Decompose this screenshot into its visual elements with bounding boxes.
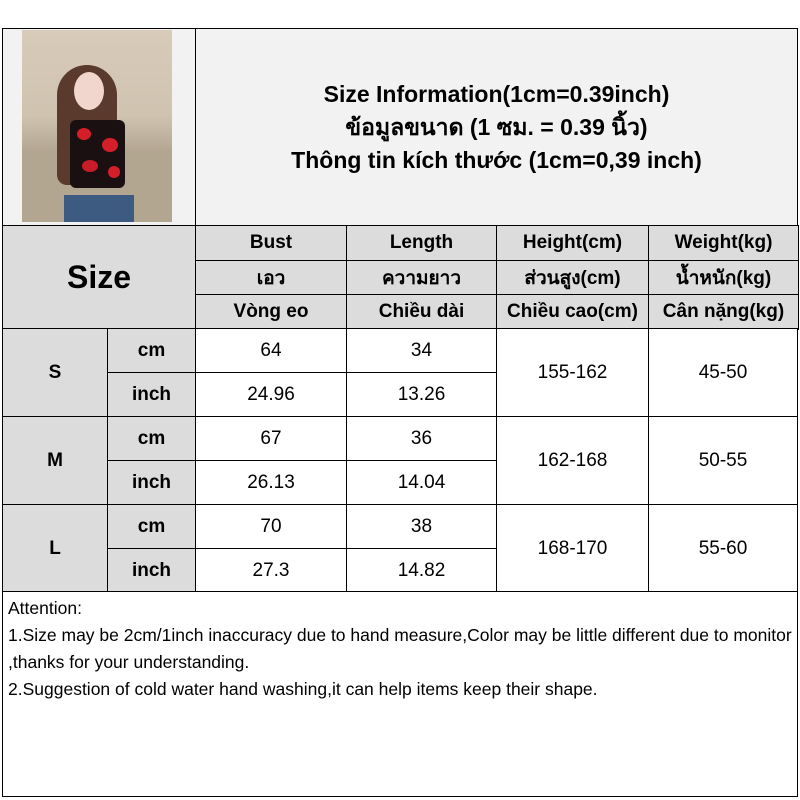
unit-label-cm: cm bbox=[107, 328, 196, 373]
size-information-title: Size Information(1cm=0.39inch) ข้อมูลขนา… bbox=[195, 28, 798, 226]
size-header: Size bbox=[2, 225, 196, 329]
column-header-vietnamese: Chiều dài bbox=[346, 294, 497, 330]
attention-note-2: 2.Suggestion of cold water hand washing,… bbox=[8, 679, 598, 699]
bust-inch: 26.13 bbox=[195, 460, 347, 505]
weight-range: 50-55 bbox=[648, 416, 798, 505]
height-range: 155-162 bbox=[496, 328, 649, 417]
bust-inch: 27.3 bbox=[195, 548, 347, 593]
weight-range: 55-60 bbox=[648, 504, 798, 593]
column-header-thai: ความยาว bbox=[346, 260, 497, 295]
column-header-thai: น้ำหนัก(kg) bbox=[648, 260, 799, 295]
product-photo bbox=[22, 30, 172, 222]
size-label: L bbox=[2, 504, 108, 593]
column-header-vietnamese: Chiều cao(cm) bbox=[496, 294, 649, 330]
length-cm: 34 bbox=[346, 328, 497, 373]
size-label: S bbox=[2, 328, 108, 417]
unit-label-inch: inch bbox=[107, 548, 196, 593]
length-inch: 14.82 bbox=[346, 548, 497, 593]
length-cm: 38 bbox=[346, 504, 497, 549]
column-header-vietnamese: Vòng eo bbox=[195, 294, 347, 330]
unit-label-cm: cm bbox=[107, 416, 196, 461]
size-label: M bbox=[2, 416, 108, 505]
column-header-english: Length bbox=[346, 225, 497, 261]
length-inch: 13.26 bbox=[346, 372, 497, 417]
length-inch: 14.04 bbox=[346, 460, 497, 505]
column-header-vietnamese: Cân nặng(kg) bbox=[648, 294, 799, 330]
attention-heading: Attention: bbox=[8, 598, 82, 618]
title-vietnamese: Thông tin kích thước (1cm=0,39 inch) bbox=[291, 146, 702, 173]
bust-cm: 67 bbox=[195, 416, 347, 461]
attention-note-1: 1.Size may be 2cm/1inch inaccuracy due t… bbox=[8, 625, 792, 672]
height-range: 162-168 bbox=[496, 416, 649, 505]
title-thai: ข้อมูลขนาด (1 ซม. = 0.39 นิ้ว) bbox=[345, 113, 648, 140]
height-range: 168-170 bbox=[496, 504, 649, 593]
unit-label-inch: inch bbox=[107, 460, 196, 505]
bust-cm: 64 bbox=[195, 328, 347, 373]
column-header-english: Bust bbox=[195, 225, 347, 261]
weight-range: 45-50 bbox=[648, 328, 798, 417]
column-header-thai: ส่วนสูง(cm) bbox=[496, 260, 649, 295]
length-cm: 36 bbox=[346, 416, 497, 461]
column-header-thai: เอว bbox=[195, 260, 347, 295]
bust-inch: 24.96 bbox=[195, 372, 347, 417]
column-header-english: Weight(kg) bbox=[648, 225, 799, 261]
unit-label-inch: inch bbox=[107, 372, 196, 417]
bust-cm: 70 bbox=[195, 504, 347, 549]
unit-label-cm: cm bbox=[107, 504, 196, 549]
column-header-english: Height(cm) bbox=[496, 225, 649, 261]
title-english: Size Information(1cm=0.39inch) bbox=[323, 80, 670, 107]
attention-notes: Attention: 1.Size may be 2cm/1inch inacc… bbox=[2, 591, 798, 797]
